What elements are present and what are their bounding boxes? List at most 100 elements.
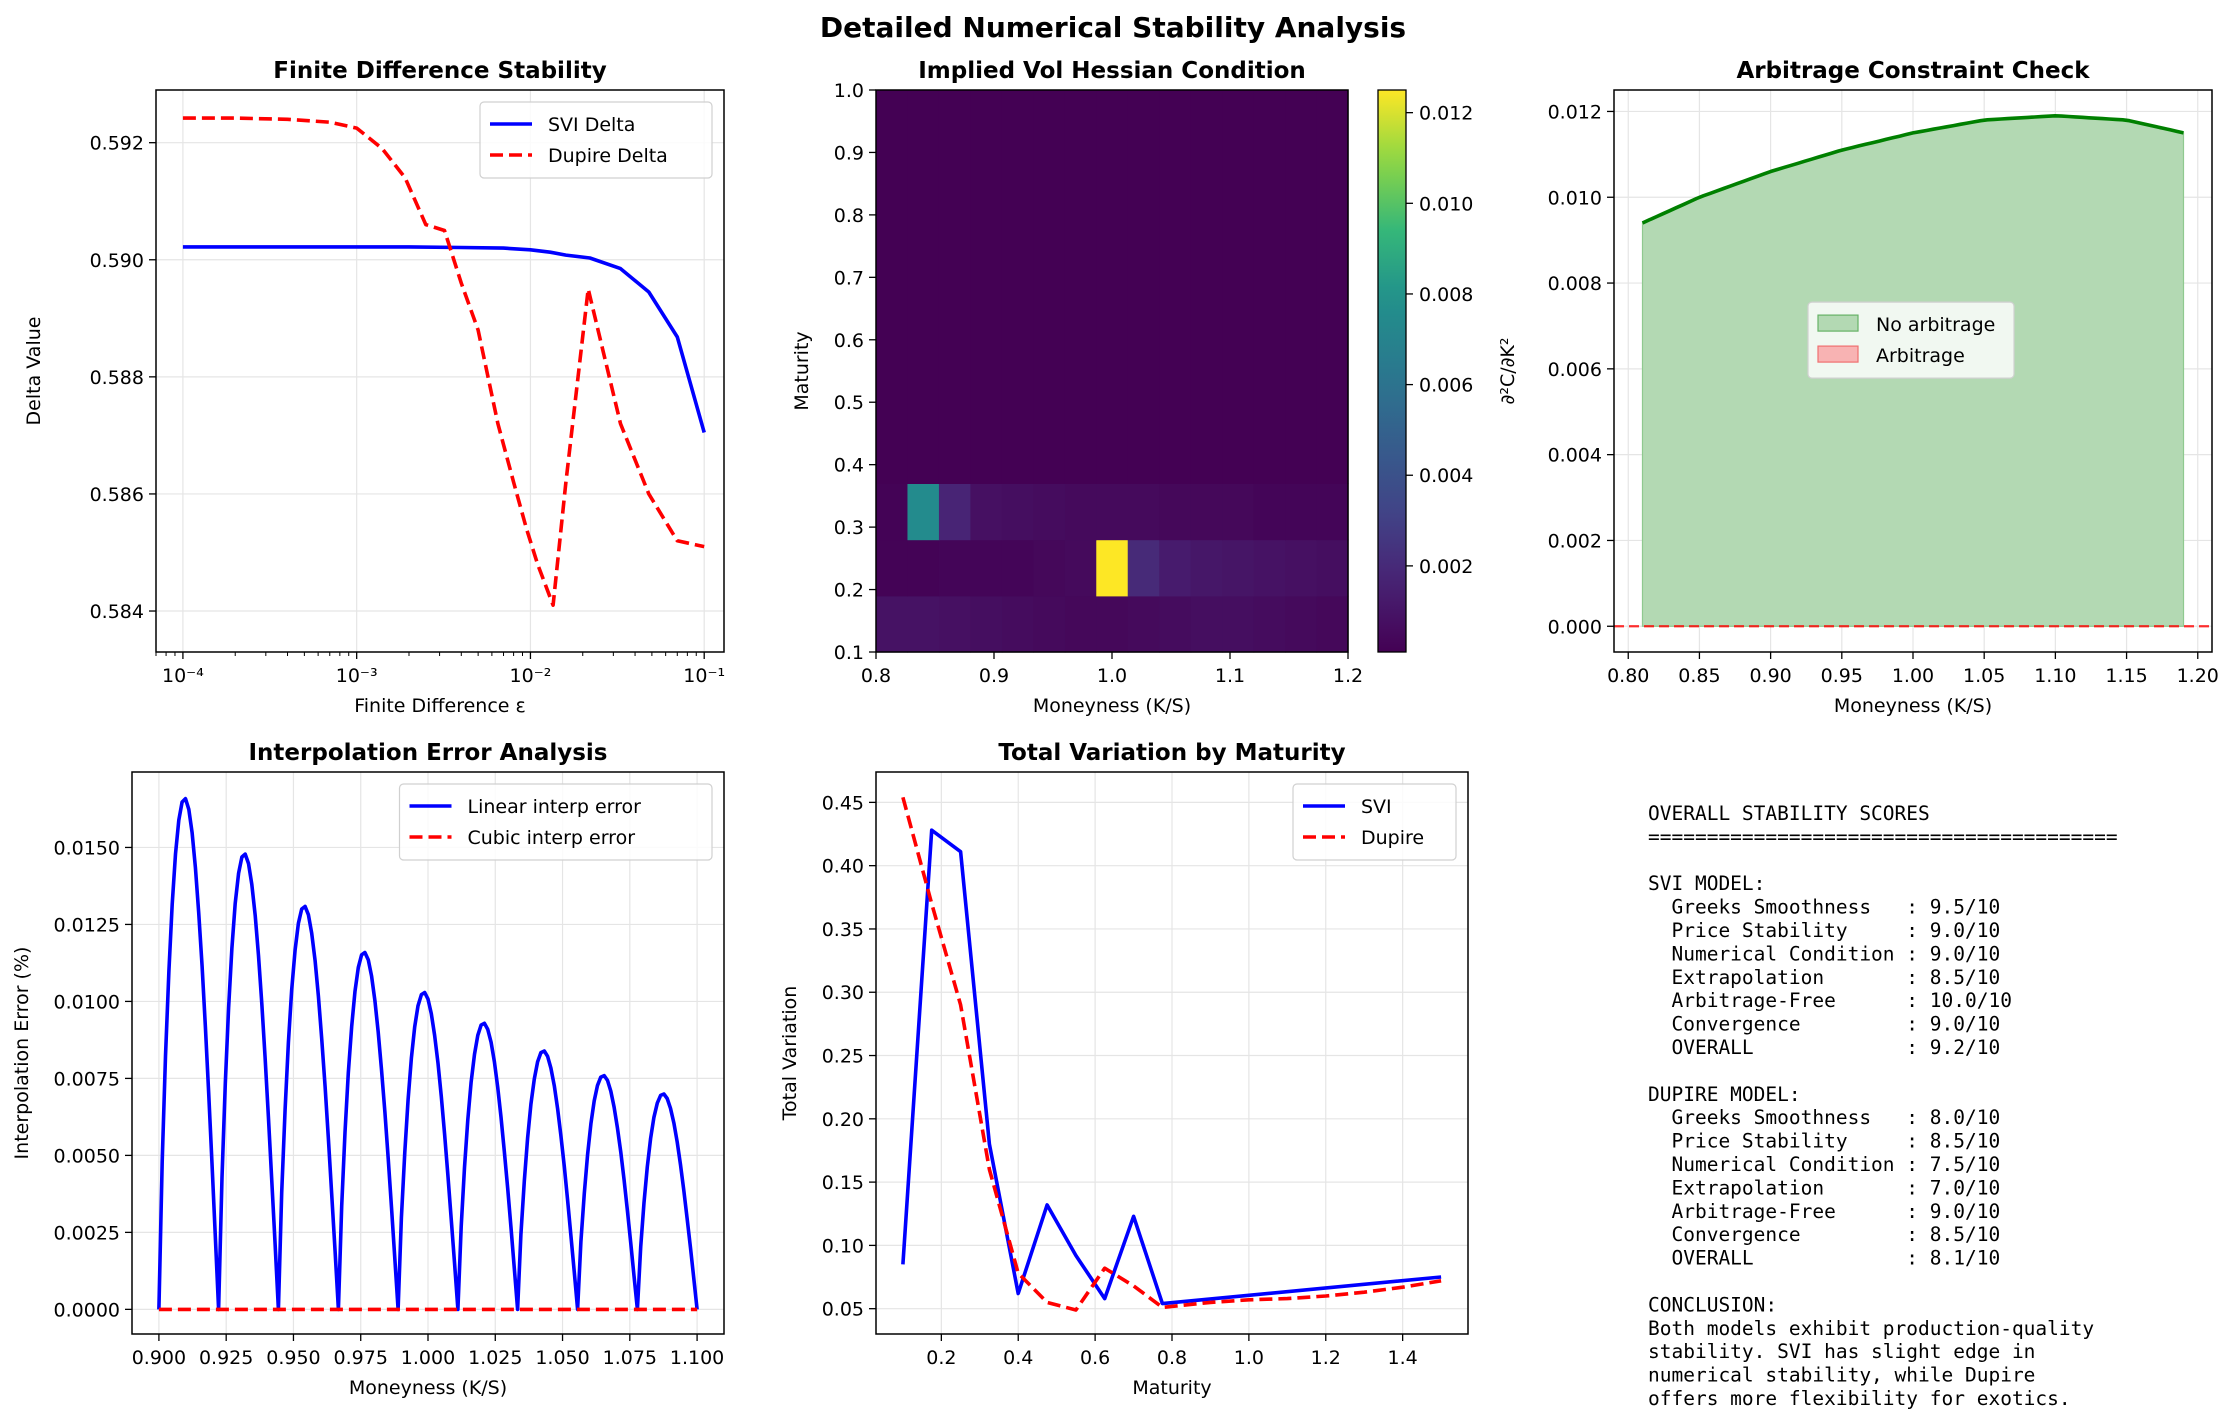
heatmap-cell: [1096, 483, 1129, 541]
legend-label: Arbitrage: [1876, 345, 1965, 367]
y-tick-label: 0.4: [834, 455, 864, 477]
heatmap-cell: [1064, 595, 1097, 653]
legend-label: No arbitrage: [1876, 314, 1995, 336]
x-tick-label: 1.00: [1892, 665, 1934, 687]
y-tick-label: 0.10: [822, 1235, 864, 1257]
x-tick-label: 0.80: [1607, 665, 1649, 687]
y-tick-label: 0.0025: [54, 1222, 120, 1244]
y-tick-label: 0.004: [1548, 445, 1602, 467]
second-derivative-line: [1641, 114, 2184, 225]
arb-axes: 0.80 0.85 0.90 0.95 1.00 1.05 1.10 1.15 1.20 0.00…: [1497, 58, 2219, 717]
interp-xlabel: Moneyness (K/S): [349, 1377, 507, 1399]
heatmap-cell: [1222, 595, 1255, 653]
interp-title: Interpolation Error Analysis: [249, 740, 608, 766]
x-tick-label: 1.1: [1215, 665, 1245, 687]
x-tick-label: 1.20: [2177, 665, 2219, 687]
heatmap-cell: [1064, 483, 1097, 541]
y-tick-label: 0.1: [834, 642, 864, 664]
heatmap-cell: [876, 483, 909, 541]
heatmap-cell: [1064, 90, 1097, 484]
y-tick-label: 0.7: [834, 267, 864, 289]
heatmap-cell: [1285, 595, 1318, 653]
y-tick-label: 0.008: [1548, 273, 1602, 295]
legend-box: [479, 101, 713, 179]
heatmap-cell: [1127, 90, 1160, 484]
summary-line: numerical stability, while Dupire: [1648, 1364, 2035, 1387]
heatmap-cell: [1253, 483, 1286, 541]
y-tick-label: 0.0075: [54, 1068, 120, 1090]
x-tick-label: 0.2: [926, 1347, 956, 1369]
heatmap-cell: [1096, 539, 1129, 597]
heatmap-cell: [1159, 90, 1192, 484]
summary-line: Greeks Smoothness : 9.5/10: [1648, 896, 2000, 919]
heatmap-cell: [1316, 90, 1349, 484]
x-tick-label: 0.900: [132, 1347, 186, 1369]
heatmap-cell: [1033, 483, 1066, 541]
y-tick-label: 1.0: [834, 80, 864, 102]
x-tick-label: 1.025: [468, 1347, 522, 1369]
summary-line: OVERALL STABILITY SCORES: [1648, 802, 1930, 825]
y-tick-label: 0.9: [834, 142, 864, 164]
hess-ylabel: Maturity: [791, 331, 813, 410]
y-tick-label: 0.586: [90, 484, 144, 506]
series-line-1: [901, 796, 1442, 1312]
summary-line: Arbitrage-Free : 9.0/10: [1648, 1200, 2000, 1223]
heatmap-cell: [1001, 483, 1034, 541]
x-tick-label: 1.075: [603, 1347, 657, 1369]
y-tick-label: 0.592: [90, 133, 144, 155]
y-tick-label: 0.006: [1548, 359, 1602, 381]
colorbar-tick-label: 0.010: [1419, 193, 1473, 215]
heatmap-cell: [1033, 595, 1066, 653]
y-tick-label: 0.25: [822, 1046, 864, 1068]
heatmap-cell: [970, 595, 1003, 653]
interp-axes: 0.900 0.925 0.950 0.975 1.000 1.025 1.050 1.075…: [11, 740, 725, 1399]
y-tick-label: 0.40: [822, 856, 864, 878]
fd-axes: 10⁻⁴ 10⁻³ 10⁻² 10⁻¹ 0.584 0.586 0.588 0.590 0.59…: [23, 58, 725, 717]
heatmap-cell: [1253, 539, 1286, 597]
interp-ylabel: Interpolation Error (%): [11, 947, 33, 1160]
y-tick-label: 0.30: [822, 982, 864, 1004]
heatmap-cell: [938, 595, 971, 653]
legend-label: SVI Delta: [548, 114, 635, 136]
heatmap-cell: [970, 90, 1003, 484]
x-tick-label: 0.4: [1003, 1347, 1033, 1369]
legend-box: [398, 783, 713, 861]
x-tick-label: 10⁻³: [336, 665, 378, 687]
summary-line: CONCLUSION:: [1648, 1293, 1777, 1316]
heatmap-cell: [938, 483, 971, 541]
y-tick-label: 0.0125: [54, 914, 120, 936]
heatmap-cell: [1127, 595, 1160, 653]
y-tick-label: 0.20: [822, 1109, 864, 1131]
heatmap-cell: [938, 539, 971, 597]
heatmap-cell: [1253, 595, 1286, 653]
heatmap-cell: [1159, 539, 1192, 597]
summary-line: DUPIRE MODEL:: [1648, 1083, 1801, 1106]
heatmap-cell: [1316, 539, 1349, 597]
y-tick-label: 0.35: [822, 919, 864, 941]
summary-line: Price Stability : 8.5/10: [1648, 1130, 2000, 1153]
heatmap-cell: [938, 90, 971, 484]
heatmap-cell: [907, 483, 940, 541]
x-tick-label: 1.05: [1963, 665, 2005, 687]
summary-line: Price Stability : 9.0/10: [1648, 919, 2000, 942]
legend-box: [1292, 783, 1457, 861]
fd-ylabel: Delta Value: [23, 317, 45, 426]
x-tick-label: 1.0: [1234, 1347, 1264, 1369]
legend-label: Dupire: [1361, 827, 1424, 849]
summary-line: SVI MODEL:: [1648, 872, 1765, 895]
fd-legend: SVI Delta Dupire Delta: [479, 101, 713, 179]
summary-line: Both models exhibit production-quality: [1648, 1317, 2094, 1340]
heatmap-cell: [1001, 539, 1034, 597]
y-tick-label: 0.0150: [54, 837, 120, 859]
fd-title: Finite Difference Stability: [273, 58, 606, 84]
heatmap-cell: [1127, 483, 1160, 541]
legend-label: Dupire Delta: [548, 145, 668, 167]
tv-axes: 0.2 0.4 0.6 0.8 1.0 1.2 1.4 0.05 0.10 0.15 0.20 0.2…: [779, 740, 1469, 1399]
series-line-1: [182, 116, 705, 608]
tv-legend: SVI Dupire: [1292, 783, 1457, 861]
tv-ylabel: Total Variation: [779, 986, 801, 1122]
x-tick-label: 0.8: [1157, 1347, 1187, 1369]
y-tick-label: 0.584: [90, 601, 144, 623]
x-tick-label: 10⁻²: [510, 665, 552, 687]
x-tick-label: 1.000: [401, 1347, 455, 1369]
